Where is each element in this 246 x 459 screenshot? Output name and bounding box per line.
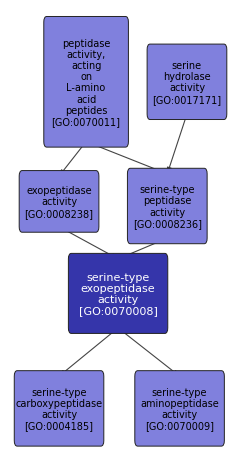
Text: exopeptidase
activity
[GO:0008238]: exopeptidase activity [GO:0008238] [25, 186, 93, 218]
Text: serine
hydrolase
activity
[GO:0017171]: serine hydrolase activity [GO:0017171] [153, 61, 221, 104]
Text: serine-type
carboxypeptidase
activity
[GO:0004185]: serine-type carboxypeptidase activity [G… [15, 387, 103, 430]
FancyBboxPatch shape [14, 371, 104, 446]
FancyBboxPatch shape [44, 17, 128, 148]
FancyBboxPatch shape [19, 171, 99, 233]
Text: serine-type
exopeptidase
activity
[GO:0070008]: serine-type exopeptidase activity [GO:00… [79, 272, 157, 315]
FancyBboxPatch shape [127, 169, 207, 244]
Text: serine-type
peptidase
activity
[GO:0008236]: serine-type peptidase activity [GO:00082… [133, 185, 202, 228]
FancyBboxPatch shape [147, 45, 227, 120]
FancyBboxPatch shape [135, 371, 224, 446]
FancyBboxPatch shape [68, 254, 168, 334]
Text: peptidase
activity,
acting
on
L-amino
acid
peptides
[GO:0070011]: peptidase activity, acting on L-amino ac… [52, 39, 121, 127]
Text: serine-type
aminopeptidase
activity
[GO:0070009]: serine-type aminopeptidase activity [GO:… [140, 387, 219, 430]
